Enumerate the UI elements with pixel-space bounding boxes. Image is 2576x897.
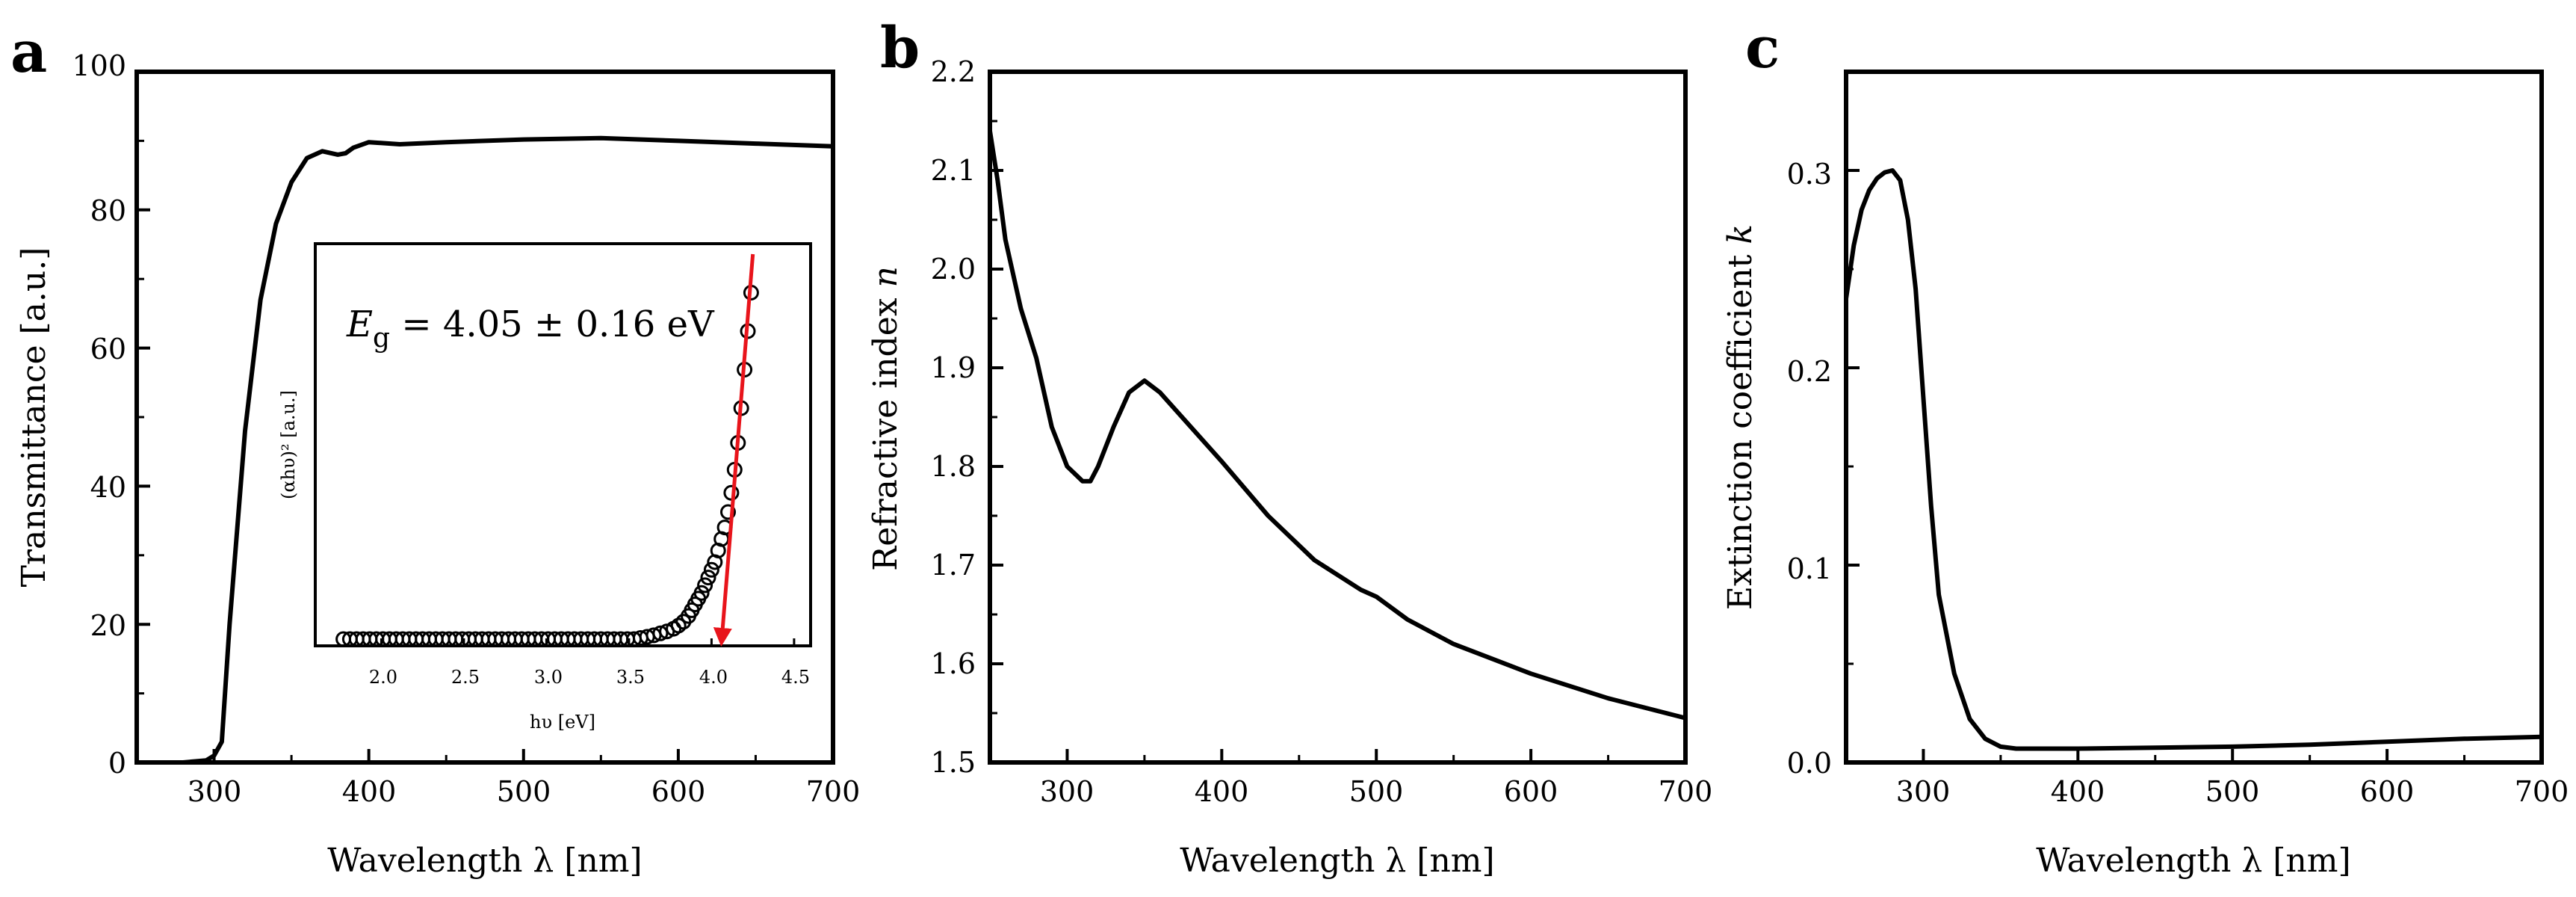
inset: 2.0 2.5 3.0 3.5 4.0 4.5 hυ [eV] (αhυ)² […	[278, 242, 812, 733]
x-axis-label: Wavelength λ [nm]	[1180, 842, 1494, 880]
x-tick-label: 300	[1040, 775, 1095, 808]
inset-data-point	[652, 625, 669, 641]
panel-label-c: c	[1745, 14, 1780, 81]
y-tick-label: 0.0	[1787, 747, 1832, 780]
y-tick-label: 2.0	[931, 253, 976, 286]
x-axis-label: Wavelength λ [nm]	[2036, 842, 2350, 880]
axes-frame-b	[988, 70, 1688, 765]
x-tick-label: 300	[1896, 775, 1951, 808]
bandgap-value: = 4.05 ± 0.16 eV	[390, 303, 715, 345]
x-tick-label: 700	[806, 775, 861, 808]
bandgap-fit-line	[713, 253, 755, 647]
inset-data-point	[700, 570, 716, 586]
x-tick-label: 500	[2205, 775, 2260, 808]
inset-y-axis-label: (αhυ)² [a.u.]	[278, 390, 299, 499]
series-line-extinction-coefficient	[1844, 168, 2542, 751]
y-axis-label: Transmittance [a.u.]	[15, 247, 53, 588]
inset-data-point	[720, 504, 736, 520]
y-tick-label: 1.8	[931, 450, 976, 483]
inset-x-tick-label: 2.5	[451, 667, 480, 688]
y-tick-label: 0.2	[1787, 355, 1832, 388]
axes-frame-c	[1844, 70, 2544, 765]
y-axis-label: Extinction coefficient k	[1721, 224, 1759, 610]
inset-x-tick-label: 3.5	[616, 667, 645, 688]
y-tick-label: 1.6	[931, 647, 976, 680]
bandgap-subscript: g	[373, 323, 390, 354]
panel-label-b: b	[880, 14, 920, 81]
x-tick-label: 600	[1504, 775, 1558, 808]
ticks-a	[135, 70, 835, 764]
inset-x-tick-label: 4.0	[699, 667, 728, 688]
x-tick-label: 700	[2515, 775, 2569, 808]
x-tick-label: 400	[2051, 775, 2105, 808]
inset-x-axis-label: hυ [eV]	[530, 712, 595, 733]
y-axis-label-symbol: n	[867, 266, 905, 287]
x-axis-label: Wavelength λ [nm]	[327, 842, 642, 880]
y-tick-label: 0	[108, 747, 126, 780]
y-tick-label: 60	[90, 333, 126, 366]
y-tick-label: 1.5	[931, 746, 976, 779]
inset-x-tick-label: 2.0	[369, 667, 397, 688]
panel-a: a 100 80 60 40 20 0 300 400 500 600 700 …	[10, 19, 860, 880]
inset-x-tick-label: 3.0	[534, 667, 563, 688]
inset-x-tick-label: 4.5	[781, 667, 810, 688]
bandgap-annotation: Eg = 4.05 ± 0.16 eV	[346, 303, 715, 354]
x-tick-label: 500	[497, 775, 551, 808]
ticks-c	[1845, 169, 2543, 764]
series-line-transmittance	[137, 135, 834, 765]
panel-label-a: a	[10, 19, 47, 85]
y-tick-label: 1.9	[931, 351, 976, 384]
x-tick-label: 600	[2360, 775, 2415, 808]
inset-data-point	[697, 577, 713, 594]
y-tick-label: 1.7	[931, 549, 976, 582]
inset-points	[335, 285, 759, 647]
y-tick-label: 0.3	[1787, 158, 1832, 191]
y-axis-label-text: Refractive index	[867, 287, 905, 570]
y-tick-label: 100	[72, 49, 126, 82]
y-tick-label: 20	[90, 609, 126, 642]
x-tick-label: 400	[1195, 775, 1249, 808]
y-axis-label-text: Extinction coefficient	[1721, 244, 1759, 611]
x-tick-label: 400	[342, 775, 397, 808]
y-tick-label: 2.2	[931, 55, 976, 88]
inset-data-point	[693, 585, 710, 601]
y-axis-label-symbol: k	[1721, 224, 1759, 244]
y-tick-label: 40	[90, 471, 126, 504]
y-tick-label: 80	[90, 194, 126, 227]
panel-b: b 2.2 2.1 2.0 1.9 1.8 1.7 1.6 1.5 300 40…	[867, 14, 1712, 880]
inset-data-point	[703, 561, 719, 578]
series-line-refractive-index	[988, 130, 1686, 721]
y-tick-label: 0.1	[1787, 552, 1832, 585]
y-axis-label: Refractive index n	[867, 266, 905, 571]
x-tick-label: 600	[651, 775, 706, 808]
x-tick-label: 700	[1659, 775, 1713, 808]
x-tick-label: 300	[188, 775, 242, 808]
bandgap-symbol: E	[346, 303, 373, 345]
y-tick-label: 2.1	[931, 154, 976, 187]
ticks-b	[988, 70, 1687, 764]
panel-c: c 0.3 0.2 0.1 0.0 300 400 500 600 700 Wa…	[1721, 14, 2569, 880]
x-tick-label: 500	[1349, 775, 1404, 808]
